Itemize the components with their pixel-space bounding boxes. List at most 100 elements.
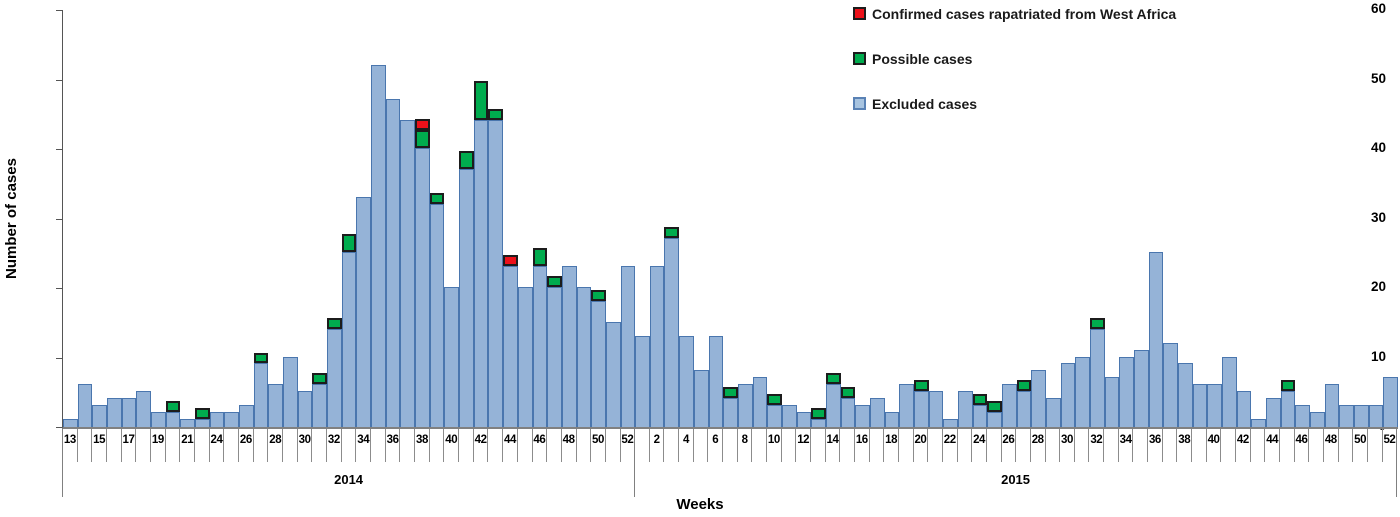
x-axis: 13 15 17 19 21 24 26 28 30 32 34 36 38 40 42 44 46 48 50 52…	[62, 429, 1397, 497]
week-tick-2014-28: 28	[268, 429, 284, 462]
bar-2014-week-50	[591, 289, 606, 427]
segment-excluded-cases	[796, 412, 812, 427]
week-tick-2015-40: 40	[1207, 429, 1222, 462]
week-tick-2015-3	[664, 429, 680, 462]
segment-excluded-cases	[532, 266, 548, 427]
bar-2014-week-14	[77, 384, 93, 427]
week-tick-2014-19: 19	[151, 429, 166, 462]
segment-excluded-cases	[1178, 363, 1193, 427]
week-tick-2015-10: 10	[767, 429, 782, 462]
bar-2014-week-26	[239, 405, 254, 427]
week-tick-label: 50	[1354, 434, 1367, 446]
bar-2015-week-7	[723, 387, 738, 427]
segment-excluded-cases	[63, 419, 78, 427]
week-tick-label: 32	[327, 434, 340, 446]
week-tick-label: 46	[533, 434, 546, 446]
week-tick-2015-19	[899, 429, 914, 462]
segment-excluded-cases	[239, 405, 254, 427]
week-tick-2015-43	[1251, 429, 1266, 462]
segment-excluded-cases	[1266, 398, 1281, 427]
bar-2014-week-38	[415, 119, 430, 427]
segment-excluded-cases	[1001, 384, 1017, 427]
segment-excluded-cases	[165, 412, 181, 427]
bar-2014-week-52	[620, 266, 636, 427]
week-tick-label: 40	[445, 434, 458, 446]
y-axis-title: Number of cases	[2, 158, 20, 279]
bar-2015-week-42	[1236, 391, 1252, 427]
bar-2014-week-19	[151, 412, 166, 427]
segment-possible-cases	[972, 394, 988, 406]
week-tick-2015-33	[1104, 429, 1119, 462]
week-tick-label: 26	[1002, 434, 1015, 446]
bar-2015-week-46	[1295, 405, 1311, 427]
bar-2015-week-51	[1368, 405, 1384, 427]
week-tick-2014-17: 17	[122, 429, 137, 462]
segment-excluded-cases	[1119, 356, 1134, 427]
week-tick-2015-39	[1192, 429, 1207, 462]
bar-2014-week-37	[400, 120, 416, 427]
week-tick-2014-16	[107, 429, 122, 462]
week-tick-2014-35	[371, 429, 386, 462]
segment-excluded-cases	[283, 356, 298, 427]
week-tick-2014-50: 50	[591, 429, 606, 462]
segment-possible-cases	[591, 289, 606, 301]
week-tick-2015-7	[723, 429, 738, 462]
segment-excluded-cases	[1104, 377, 1120, 427]
bar-2014-week-51	[605, 321, 621, 427]
week-tick-label: 30	[1061, 434, 1073, 446]
legend-item-c: Confirmed cases rapatriated from West Af…	[853, 3, 1176, 24]
bar-2015-week-8	[737, 384, 753, 427]
week-tick-label: 10	[767, 434, 780, 446]
bar-2014-week-35	[371, 64, 386, 427]
segment-excluded-cases	[385, 99, 401, 427]
segment-excluded-cases	[884, 412, 900, 427]
segment-excluded-cases	[77, 384, 93, 427]
bar-2015-week-37	[1163, 342, 1178, 427]
week-tick-2014-42: 42	[474, 429, 489, 462]
segment-excluded-cases	[679, 335, 694, 427]
week-tick-2015-2: 2	[650, 429, 665, 462]
segment-possible-cases	[825, 373, 841, 385]
week-tick-2014-21: 21	[180, 429, 196, 462]
bar-2015-week-15	[840, 387, 856, 427]
y-tick-mark	[56, 218, 62, 220]
segment-possible-cases	[488, 109, 504, 121]
segment-excluded-cases	[1324, 384, 1340, 427]
segment-excluded-cases	[1089, 328, 1105, 427]
segment-possible-cases	[195, 408, 210, 420]
week-tick-2015-45	[1280, 429, 1295, 462]
segment-possible-cases	[767, 394, 782, 406]
week-tick-2015-12: 12	[796, 429, 812, 462]
bar-2015-week-11	[781, 405, 797, 427]
segment-excluded-cases	[1075, 356, 1090, 427]
segment-excluded-cases	[327, 328, 342, 427]
week-tick-label: 28	[269, 434, 282, 446]
bar-2015-week-40	[1207, 384, 1223, 427]
segment-possible-cases	[312, 373, 328, 385]
segment-excluded-cases	[224, 412, 240, 427]
week-tick-2015-11	[782, 429, 797, 462]
segment-excluded-cases	[591, 300, 606, 427]
segment-excluded-cases	[356, 196, 372, 427]
week-tick-label: 52	[621, 434, 634, 446]
x-axis-year-2015: 2 4 6 8 10 12 14 16 18 20 22 24 26 28 30 32 34 36 38 40 42 44…	[634, 429, 1397, 497]
week-tick-label: 8	[741, 434, 748, 446]
week-tick-2014-32: 32	[327, 429, 342, 462]
bar-2015-week-13	[811, 408, 826, 427]
bar-2014-week-32	[327, 317, 342, 427]
bar-2015-week-34	[1119, 356, 1134, 427]
segment-excluded-cases	[737, 384, 753, 427]
segment-excluded-cases	[195, 419, 210, 427]
segment-excluded-cases	[209, 412, 225, 427]
segment-excluded-cases	[767, 405, 782, 427]
segment-excluded-cases	[928, 391, 944, 427]
week-tick-2014-49	[577, 429, 592, 462]
segment-excluded-cases	[1251, 419, 1267, 427]
bar-2014-week-21	[180, 419, 196, 427]
week-tick-2014-41	[459, 429, 474, 462]
y-tick-mark	[56, 427, 62, 428]
week-tick-2015-42: 42	[1236, 429, 1251, 462]
bar-2015-week-48	[1324, 384, 1340, 427]
week-tick-label: 19	[151, 434, 164, 446]
bar-2014-week-33	[341, 234, 357, 427]
